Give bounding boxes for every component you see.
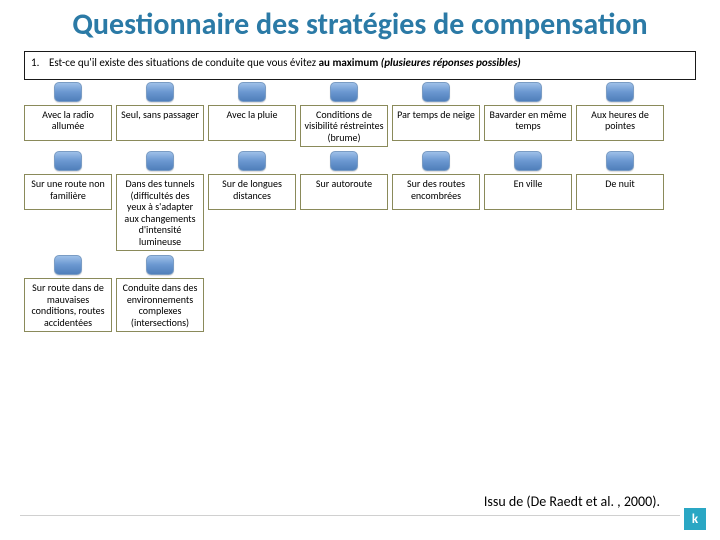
option-label: Sur de longues distances (208, 174, 296, 210)
option-chip[interactable] (54, 151, 82, 171)
option-label: De nuit (576, 174, 664, 210)
option-cell: Avec la pluie (208, 82, 296, 141)
option-chip[interactable] (146, 82, 174, 102)
citation-text: Issu de (De Raedt et al. , 2000). (484, 493, 660, 510)
option-label: Sur route dans de mauvaises conditions, … (24, 278, 112, 332)
question-bold: au maximum (319, 56, 379, 69)
option-chip[interactable] (606, 82, 634, 102)
option-label: Seul, sans passager (116, 105, 204, 141)
option-label: Conduite dans des environnements complex… (116, 278, 204, 332)
page-title: Questionnaire des stratégies de compensa… (0, 0, 720, 47)
option-chip[interactable] (54, 255, 82, 275)
option-cell: Sur des routes encombrées (392, 151, 480, 210)
options-row: Sur une route non familièreDans des tunn… (24, 151, 696, 251)
option-chip[interactable] (422, 151, 450, 171)
option-label: Sur une route non familière (24, 174, 112, 210)
option-cell: Conditions de visibilité réstreintes (br… (300, 82, 388, 148)
option-label: En ville (484, 174, 572, 210)
option-label: Avec la radio allumée (24, 105, 112, 141)
option-chip[interactable] (146, 255, 174, 275)
option-cell: Par temps de neige (392, 82, 480, 141)
option-cell: Sur route dans de mauvaises conditions, … (24, 255, 112, 332)
options-grid: Avec la radio alluméeSeul, sans passager… (24, 82, 696, 333)
option-label: Sur des routes encombrées (392, 174, 480, 210)
question-text: 1.Est-ce qu'il existe des situations de … (31, 56, 689, 69)
option-cell: Seul, sans passager (116, 82, 204, 141)
option-chip[interactable] (330, 151, 358, 171)
option-cell: Sur autoroute (300, 151, 388, 210)
option-label: Conditions de visibilité réstreintes (br… (300, 105, 388, 148)
option-chip[interactable] (422, 82, 450, 102)
option-chip[interactable] (54, 82, 82, 102)
option-cell: De nuit (576, 151, 664, 210)
brand-logo: k (684, 508, 706, 530)
option-chip[interactable] (514, 151, 542, 171)
option-cell: Sur de longues distances (208, 151, 296, 210)
option-label: Dans des tunnels (difficultés des yeux à… (116, 174, 204, 251)
options-row: Avec la radio alluméeSeul, sans passager… (24, 82, 696, 148)
option-chip[interactable] (238, 151, 266, 171)
option-chip[interactable] (146, 151, 174, 171)
option-cell: Dans des tunnels (difficultés des yeux à… (116, 151, 204, 251)
footer-divider (20, 515, 680, 516)
option-cell: En ville (484, 151, 572, 210)
option-chip[interactable] (238, 82, 266, 102)
option-label: Par temps de neige (392, 105, 480, 141)
option-chip[interactable] (606, 151, 634, 171)
question-box: 1.Est-ce qu'il existe des situations de … (24, 51, 696, 80)
option-label: Avec la pluie (208, 105, 296, 141)
question-lead: Est-ce qu'il existe des situations de co… (49, 56, 319, 69)
option-label: Aux heures de pointes (576, 105, 664, 141)
option-chip[interactable] (330, 82, 358, 102)
option-cell: Bavarder en même temps (484, 82, 572, 141)
option-label: Bavarder en même temps (484, 105, 572, 141)
option-cell: Conduite dans des environnements complex… (116, 255, 204, 332)
option-chip[interactable] (514, 82, 542, 102)
option-label: Sur autoroute (300, 174, 388, 210)
options-row: Sur route dans de mauvaises conditions, … (24, 255, 696, 332)
brand-logo-glyph: k (692, 513, 698, 526)
option-cell: Aux heures de pointes (576, 82, 664, 141)
question-note: (plusieures réponses possibles) (378, 56, 520, 69)
option-cell: Sur une route non familière (24, 151, 112, 210)
option-cell: Avec la radio allumée (24, 82, 112, 141)
question-number: 1. (31, 56, 49, 69)
